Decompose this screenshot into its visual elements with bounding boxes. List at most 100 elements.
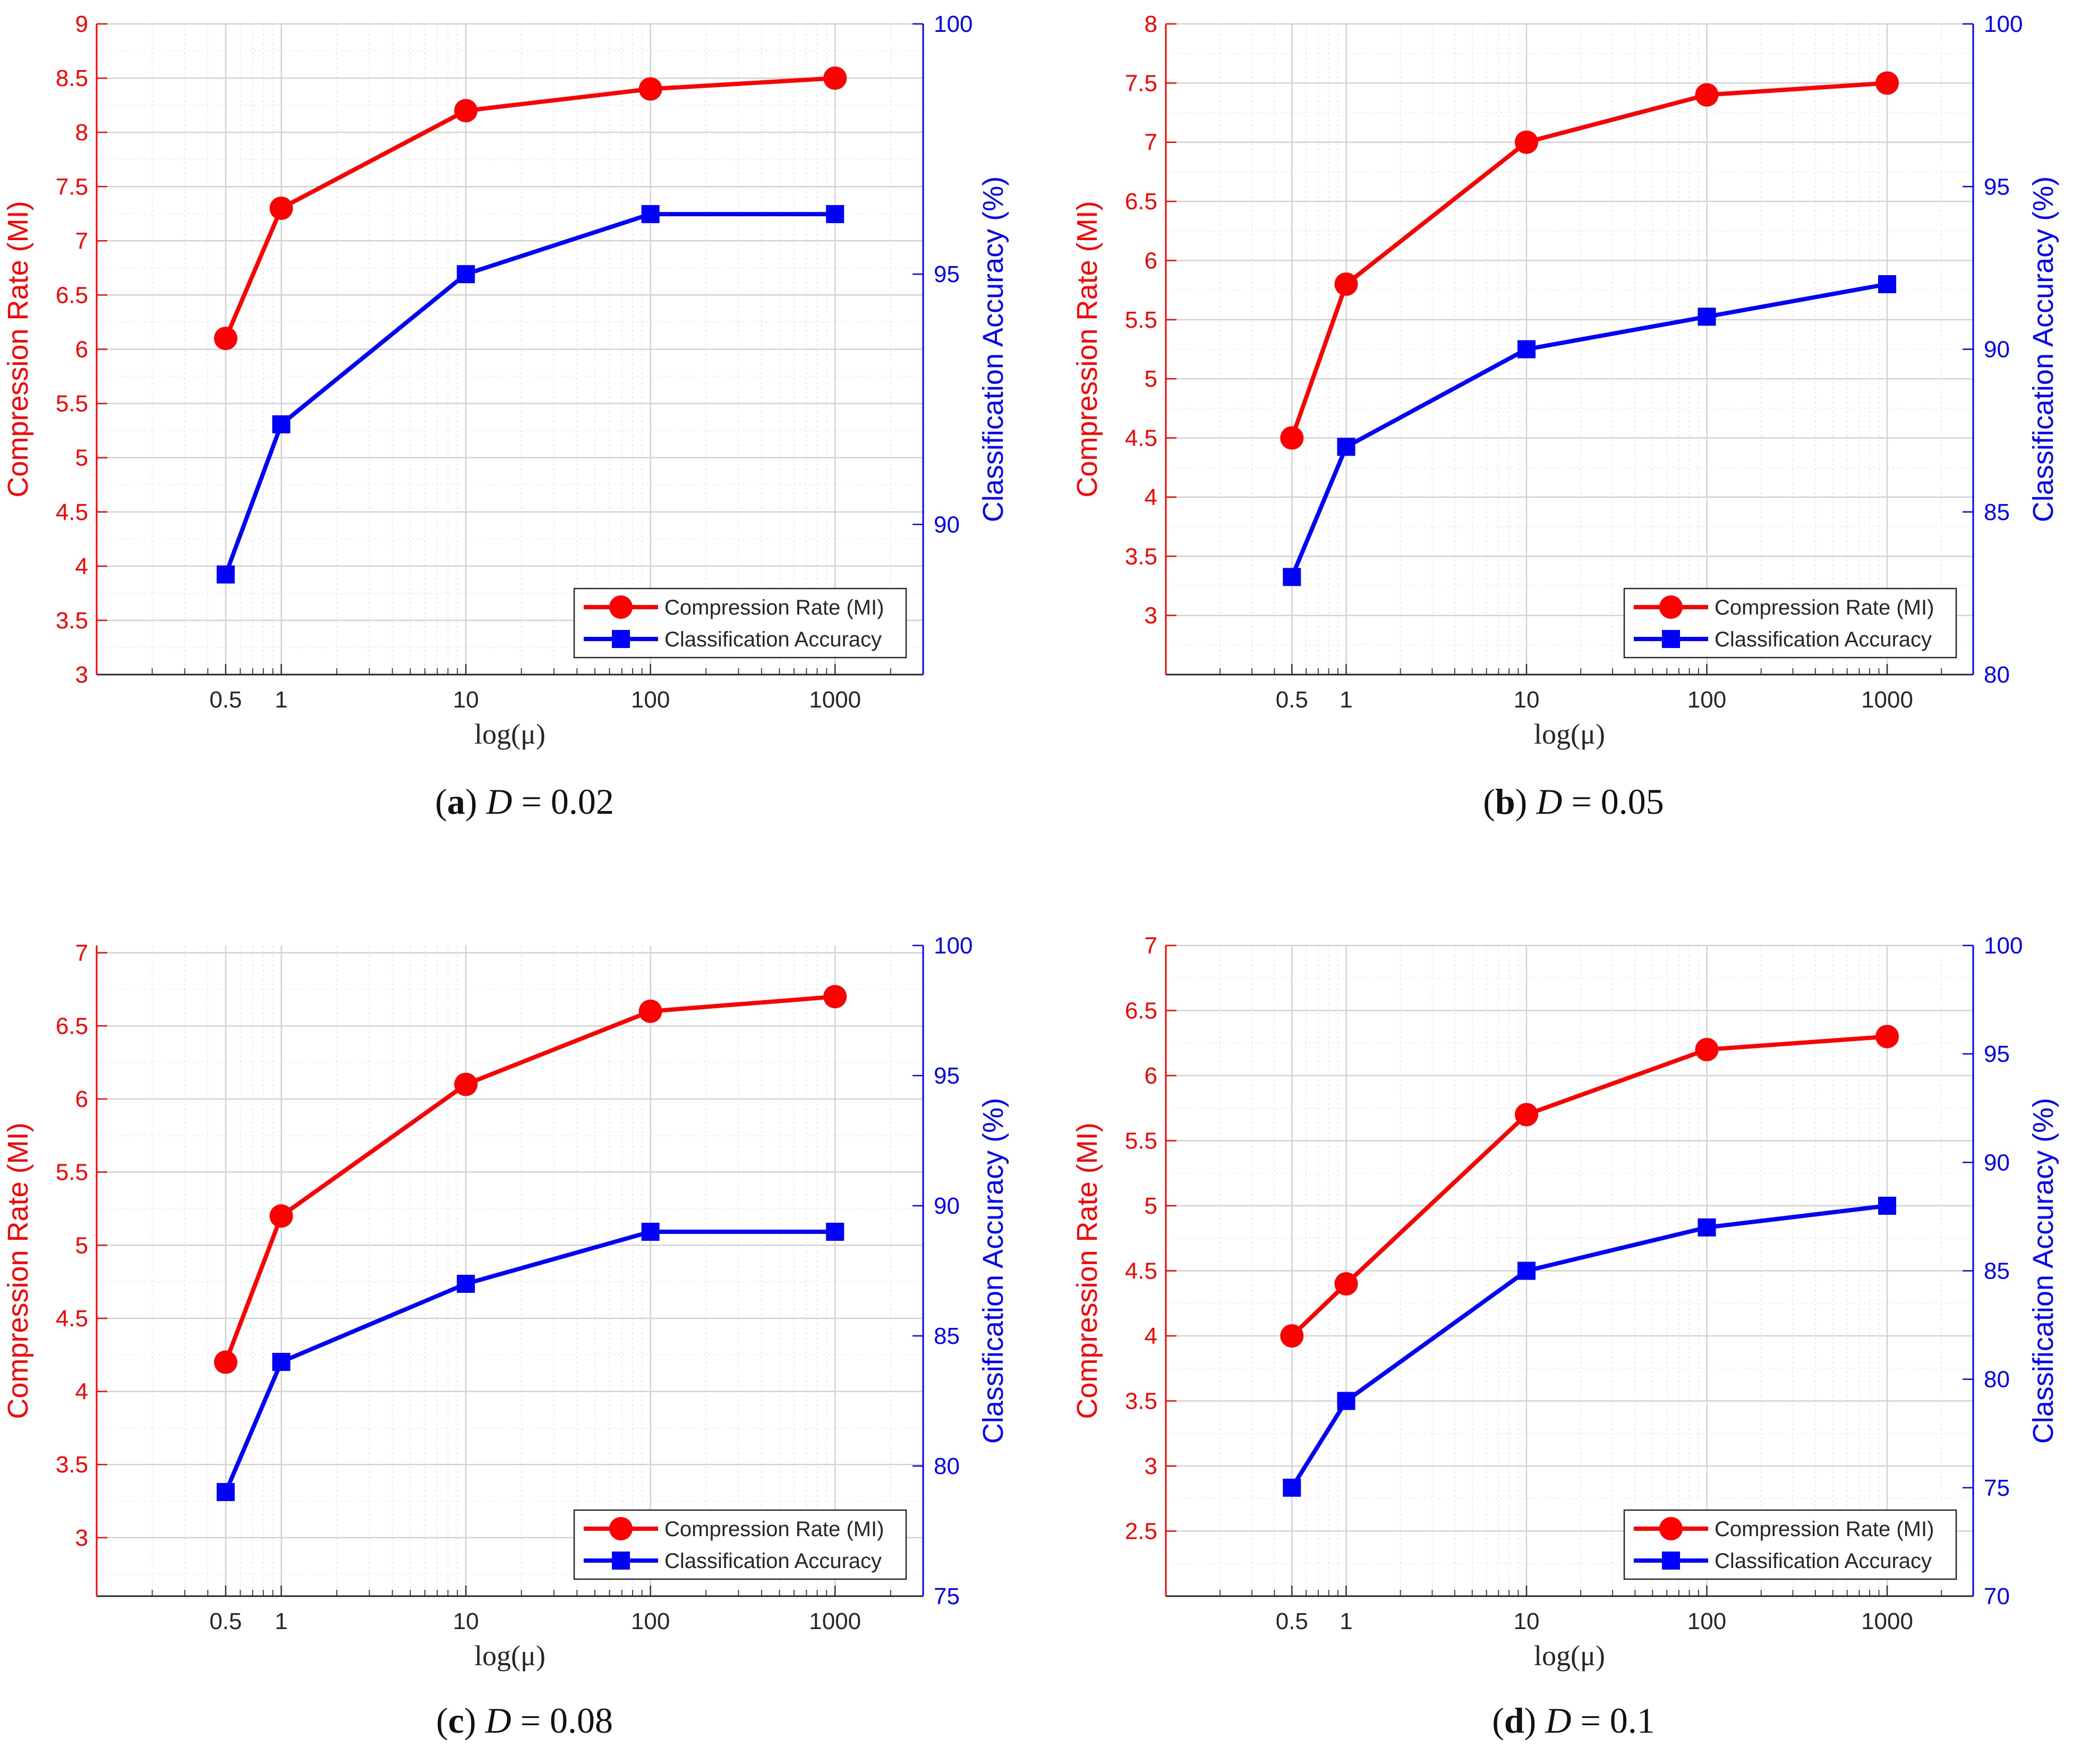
subplot-c: 0.5 1 10 100 1000 3 3.5 4 4.5 5 5.5 6 6.5 7 75 80 85 90 95…	[0, 882, 1049, 1763]
right-y-tick-label: 95	[934, 1063, 960, 1089]
left-y-tick-label: 6	[1145, 248, 1157, 274]
x-tick-label: 0.5	[1276, 687, 1308, 713]
x-tick-label: 1	[275, 1608, 287, 1634]
left-y-tick-label: 5.5	[56, 391, 88, 417]
legend-entry-label: Compression Rate (MI)	[664, 596, 884, 619]
data-point-compression-rate	[454, 99, 478, 123]
left-y-tick-label: 3	[1145, 1453, 1157, 1479]
left-y-tick-label: 9	[75, 11, 88, 37]
left-y-tick-label: 5	[1145, 1193, 1157, 1219]
x-tick-label: 10	[453, 1608, 479, 1634]
data-point-compression-rate	[454, 1072, 478, 1096]
right-y-tick-label: 70	[1984, 1583, 2010, 1609]
left-y-tick-label: 7	[1145, 933, 1157, 959]
data-point-classification-accuracy	[1337, 438, 1355, 456]
x-axis-label: log(μ)	[474, 718, 545, 750]
right-y-axis-label: Classification Accuracy (%)	[977, 1098, 1009, 1444]
caption-variable: D	[1545, 1700, 1572, 1741]
data-point-compression-rate	[638, 77, 662, 101]
legend-marker-square	[612, 630, 630, 648]
x-tick-label: 100	[1687, 687, 1726, 713]
x-tick-label: 0.5	[209, 1608, 242, 1634]
data-point-compression-rate	[1334, 1272, 1358, 1296]
caption-d: (d) D = 0.1	[1492, 1700, 1655, 1741]
x-axis-label: log(μ)	[1534, 1640, 1605, 1672]
data-point-compression-rate	[1515, 130, 1539, 154]
data-point-classification-accuracy	[272, 1353, 291, 1371]
chart-svg: 0.5 1 10 100 1000 2.5 3 3.5 4 4.5 5 5.5 6 6.5 7 70 75 80 8…	[1071, 933, 2059, 1672]
data-point-compression-rate	[1515, 1103, 1539, 1127]
caption-letter: c	[448, 1700, 464, 1741]
data-point-compression-rate	[269, 1204, 293, 1228]
left-y-tick-label: 7	[75, 940, 88, 966]
data-point-classification-accuracy	[1698, 1218, 1716, 1237]
left-y-tick-label: 4	[1145, 484, 1157, 510]
subplot-a: 0.5 1 10 100 1000 3 3.5 4 4.5 5 5.5 6 6.5 7 7.5 8 8.5 9 90…	[0, 0, 1049, 882]
legend: Compression Rate (MI) Classification Accu…	[573, 587, 907, 659]
x-tick-label: 100	[631, 1608, 670, 1634]
chart-svg: 0.5 1 10 100 1000 3 3.5 4 4.5 5 5.5 6 6.5 7 7.5 8 8.5 9 90…	[2, 11, 1009, 750]
data-point-classification-accuracy	[272, 415, 291, 433]
subplot-d: 0.5 1 10 100 1000 2.5 3 3.5 4 4.5 5 5.5 6 6.5 7 70 75 80 8…	[1049, 882, 2098, 1763]
data-point-compression-rate	[269, 197, 293, 220]
legend: Compression Rate (MI) Classification Accu…	[1623, 1509, 1957, 1580]
legend-marker-square	[612, 1552, 630, 1570]
data-point-classification-accuracy	[641, 1223, 660, 1241]
right-y-tick-label: 95	[1984, 174, 2010, 200]
legend-entry-label: Classification Accuracy	[1715, 1549, 1932, 1573]
caption-b: (b) D = 0.05	[1483, 781, 1664, 822]
caption-value: = 0.1	[1580, 1700, 1655, 1741]
data-point-compression-rate	[214, 1350, 237, 1374]
chart-svg: 0.5 1 10 100 1000 3 3.5 4 4.5 5 5.5 6 6.5 7 7.5 8 80 85 90…	[1071, 11, 2059, 750]
right-y-tick-label: 90	[1984, 337, 2010, 363]
right-y-tick-label: 85	[934, 1323, 960, 1349]
data-point-compression-rate	[823, 985, 847, 1009]
legend-marker-circle	[609, 595, 633, 619]
x-tick-label: 10	[1514, 687, 1540, 713]
left-y-tick-label: 4.5	[56, 499, 88, 525]
data-point-classification-accuracy	[1283, 1478, 1301, 1497]
right-y-tick-label: 100	[1984, 11, 2023, 37]
data-point-compression-rate	[1695, 83, 1719, 107]
data-point-classification-accuracy	[1517, 340, 1536, 359]
data-point-classification-accuracy	[216, 1483, 235, 1501]
legend-marker-square	[1662, 1552, 1680, 1570]
right-y-tick-label: 95	[1984, 1041, 2010, 1067]
left-y-tick-label: 4.5	[1125, 425, 1157, 451]
subplot-b: 0.5 1 10 100 1000 3 3.5 4 4.5 5 5.5 6 6.5 7 7.5 8 80 85 90…	[1049, 0, 2098, 882]
left-y-tick-label: 6.5	[56, 282, 88, 308]
x-tick-label: 10	[1514, 1608, 1540, 1634]
right-y-tick-label: 100	[934, 933, 973, 959]
left-y-tick-label: 6.5	[56, 1013, 88, 1039]
left-y-tick-label: 2.5	[1125, 1519, 1157, 1545]
data-point-compression-rate	[1875, 1025, 1899, 1049]
legend-marker-square	[1662, 630, 1680, 648]
caption-c: (c) D = 0.08	[436, 1700, 613, 1741]
left-y-tick-label: 3.5	[1125, 543, 1157, 569]
data-point-classification-accuracy	[1517, 1262, 1536, 1280]
right-y-tick-label: 80	[1984, 662, 2010, 688]
data-point-compression-rate	[638, 999, 662, 1023]
legend-entry-label: Classification Accuracy	[664, 1549, 882, 1573]
data-point-compression-rate	[1875, 71, 1899, 95]
left-y-tick-label: 3	[75, 662, 88, 688]
x-tick-label: 1000	[1861, 1608, 1913, 1634]
left-y-tick-label: 7.5	[1125, 70, 1157, 96]
x-tick-label: 10	[453, 687, 479, 713]
data-point-compression-rate	[1334, 272, 1358, 296]
data-point-classification-accuracy	[826, 205, 845, 224]
legend-entry-label: Compression Rate (MI)	[1715, 596, 1934, 619]
legend-entry-label: Classification Accuracy	[1715, 628, 1932, 651]
data-point-classification-accuracy	[1698, 308, 1716, 326]
data-point-classification-accuracy	[1878, 275, 1897, 293]
left-y-tick-label: 3	[1145, 603, 1157, 629]
left-y-tick-label: 3.5	[1125, 1388, 1157, 1414]
x-tick-label: 100	[631, 687, 670, 713]
caption-variable: D	[486, 781, 513, 822]
left-y-tick-label: 8.5	[56, 65, 88, 91]
left-y-tick-label: 4	[1145, 1323, 1157, 1349]
right-y-axis-label: Classification Accuracy (%)	[2027, 1098, 2059, 1444]
left-y-tick-label: 3	[75, 1525, 88, 1551]
legend-marker-circle	[1659, 1517, 1683, 1540]
left-y-tick-label: 5	[75, 1232, 88, 1258]
